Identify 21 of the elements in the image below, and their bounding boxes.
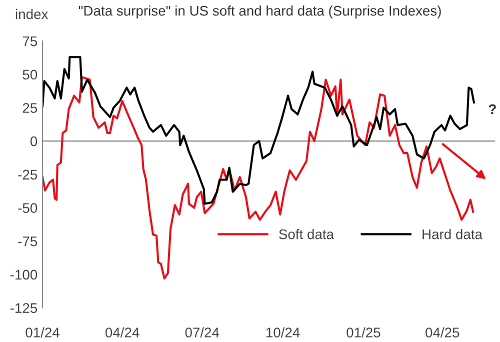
x-tick-label: 10/24 xyxy=(266,327,300,338)
y-tick-label: 0 xyxy=(30,136,38,146)
y-tick-label: -75 xyxy=(18,236,38,246)
y-tick-label: -25 xyxy=(18,170,38,180)
legend-label: Hard data xyxy=(422,229,483,240)
y-tick-label: -50 xyxy=(18,203,38,213)
x-tick-label: 01/25 xyxy=(346,327,380,338)
y-tick-label: -100 xyxy=(10,270,38,280)
x-tick-label: 04/25 xyxy=(426,327,460,338)
y-axis-title: index xyxy=(16,8,48,20)
x-tick-label: 07/24 xyxy=(185,327,220,338)
y-tick-label: 25 xyxy=(22,103,38,113)
chart-title: "Data surprise" in US soft and hard data (Surprise Indexes) xyxy=(78,5,441,18)
x-tick-label: 04/24 xyxy=(105,327,140,338)
y-tick-label: 75 xyxy=(22,36,38,46)
y-tick-label: 50 xyxy=(22,70,38,80)
y-tick-label: -125 xyxy=(10,303,38,313)
legend-label: Soft data xyxy=(279,229,334,240)
x-tick-label: 01/24 xyxy=(26,327,60,338)
line-series xyxy=(42,56,475,205)
annotation: ? xyxy=(488,104,496,114)
